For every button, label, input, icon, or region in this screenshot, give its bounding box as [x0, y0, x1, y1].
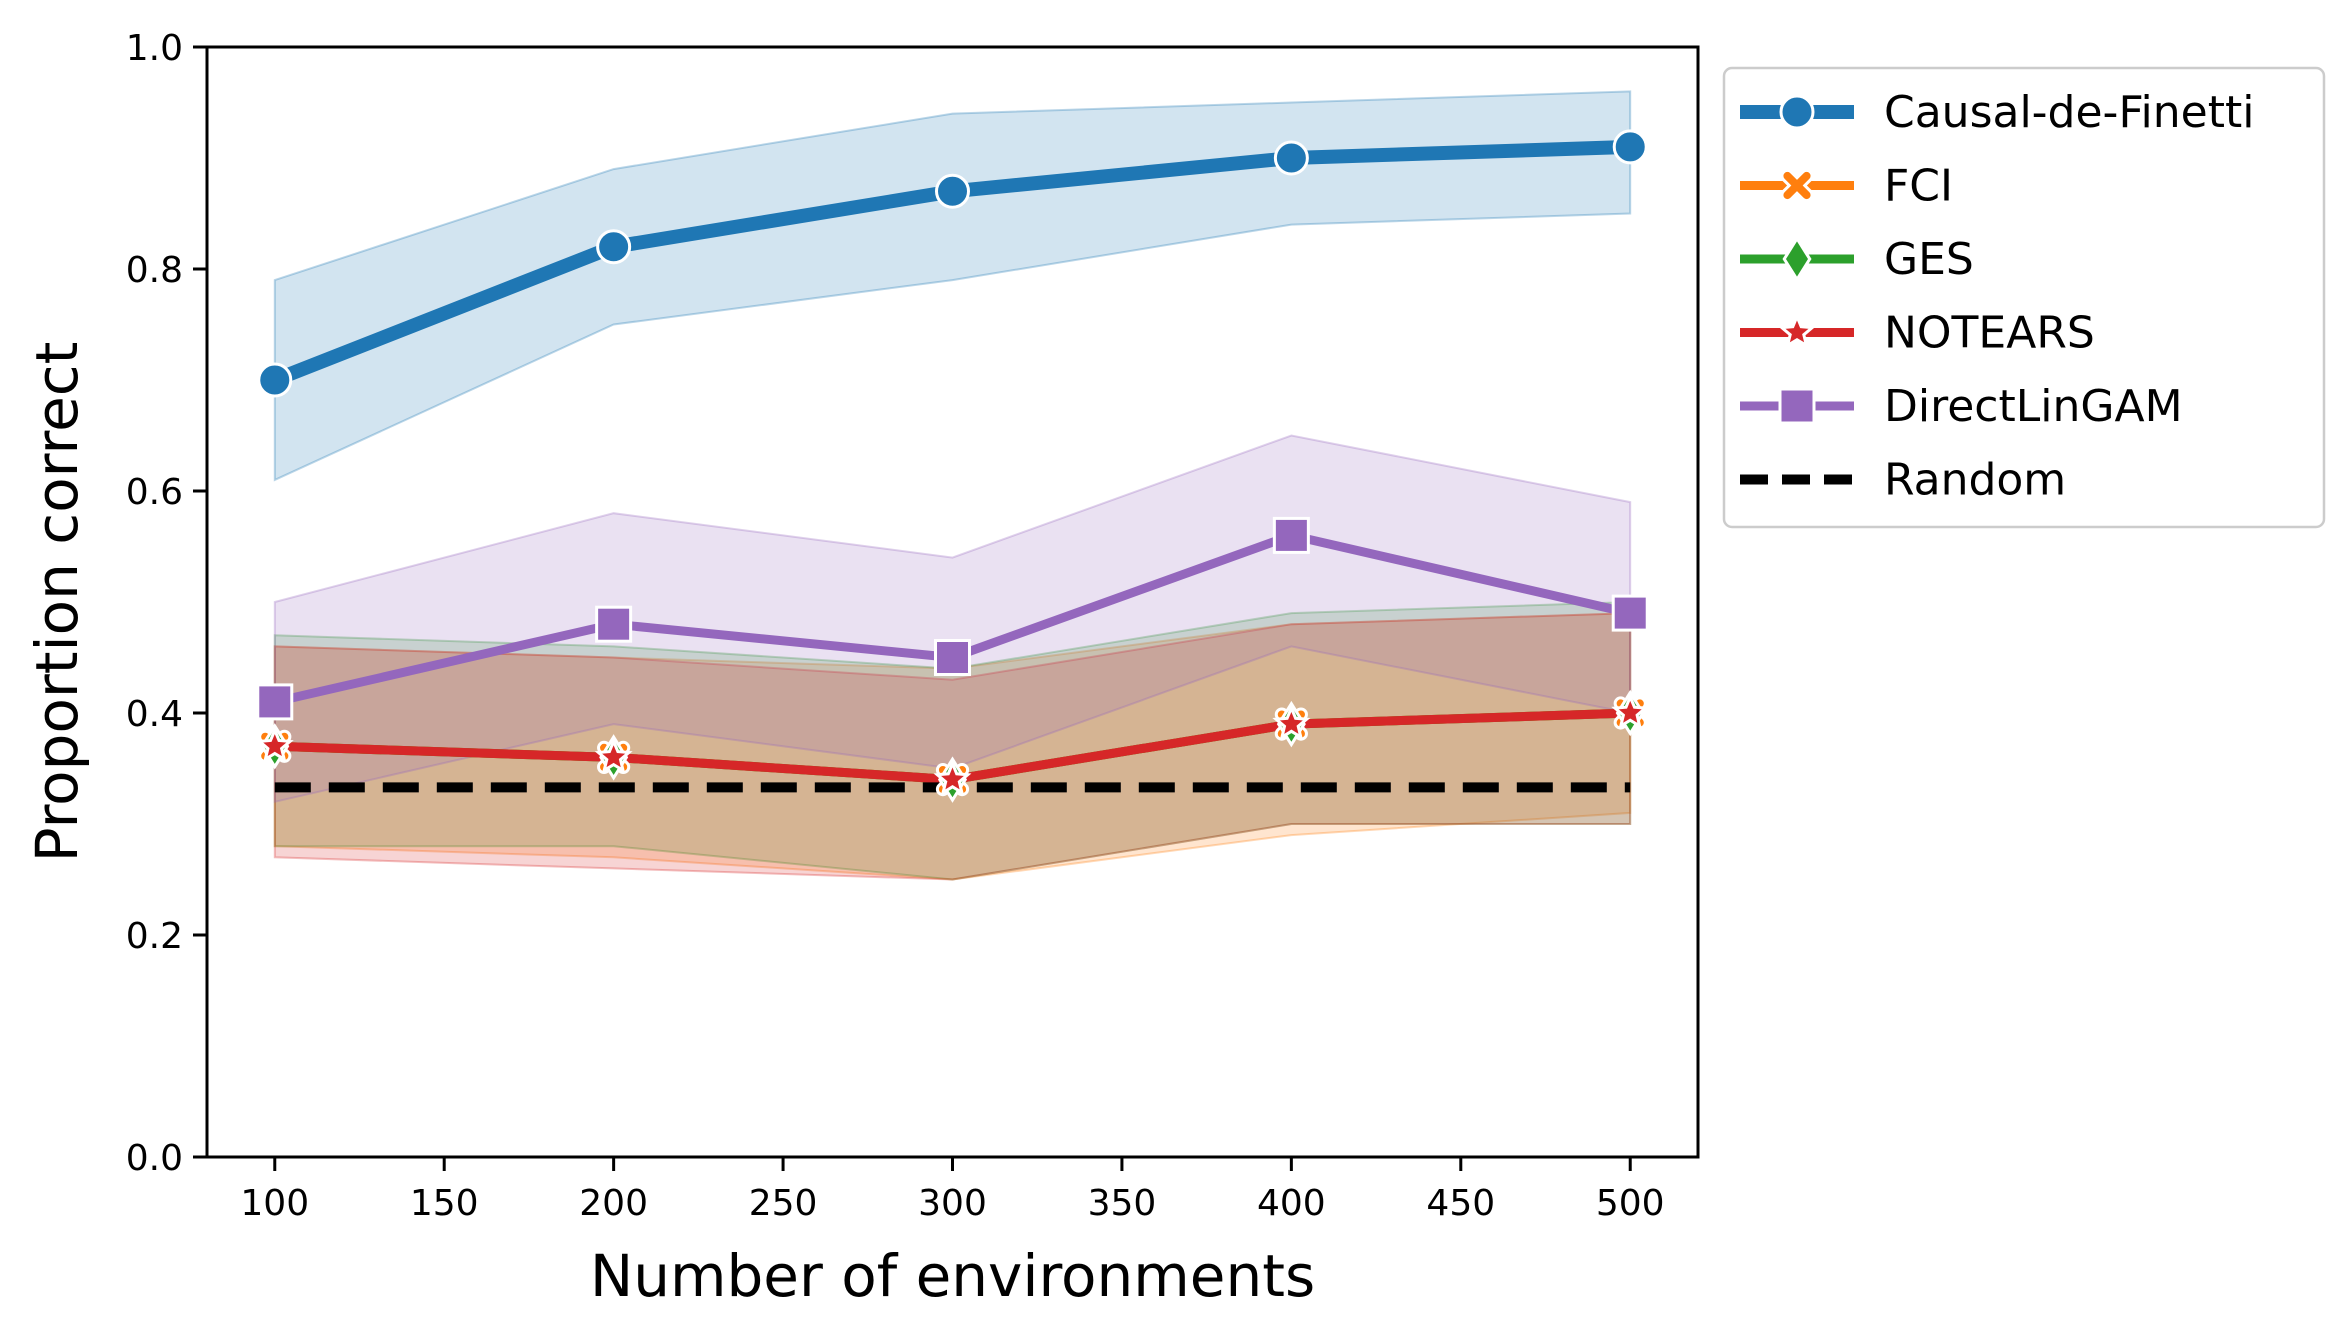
data-point-causal-de-finetti — [935, 173, 970, 209]
x-tick-label: 200 — [579, 1183, 648, 1224]
confidence-bands — [273, 90, 1632, 881]
data-point-directlingam — [1611, 594, 1649, 632]
data-point-notears — [1272, 704, 1311, 741]
legend-label-notears: NOTEARS — [1884, 308, 2095, 359]
legend-box — [1722, 66, 2326, 529]
data-point-directlingam — [256, 683, 294, 721]
legend-item-random: Random — [1740, 455, 2066, 506]
x-tick-label: 500 — [1596, 1183, 1665, 1224]
data-point-causal-de-finetti — [1273, 140, 1309, 176]
x-tick-label: 450 — [1426, 1183, 1495, 1224]
legend-item-directlingam: DirectLinGAM — [1740, 381, 2183, 432]
data-point-notears — [933, 759, 972, 796]
data-point-notears — [255, 726, 294, 763]
legend-label-ges: GES — [1884, 234, 1974, 285]
legend-label-causal-de-finetti: Causal-de-Finetti — [1884, 87, 2254, 138]
x-axis-label: Number of environments — [590, 1242, 1315, 1310]
legend-item-ges: GES — [1740, 234, 1974, 285]
data-point-notears — [594, 737, 633, 774]
legend-label-directlingam: DirectLinGAM — [1884, 381, 2183, 432]
series-markers — [255, 129, 1650, 803]
y-tick-label: 0.6 — [126, 472, 183, 513]
data-point-directlingam — [934, 639, 971, 676]
legend-marker-notears — [1778, 312, 1816, 349]
y-axis-label: Proportion correct — [23, 342, 91, 863]
legend-marker-ges — [1782, 235, 1812, 283]
x-tick-label: 100 — [240, 1183, 309, 1224]
legend-marker-causal-de-finetti — [1779, 94, 1815, 130]
y-tick-label: 1.0 — [126, 28, 183, 69]
y-tick-label: 0.4 — [126, 694, 183, 735]
ci-band-ges — [273, 600, 1632, 881]
ci-band-causal-de-finetti — [273, 90, 1632, 482]
legend-marker-fci — [1780, 168, 1814, 203]
legend-item-fci: FCI — [1740, 161, 1953, 212]
marker-x-stroke — [1783, 171, 1811, 200]
data-point-notears — [1611, 693, 1650, 730]
x-tick-label: 300 — [918, 1183, 987, 1224]
data-point-directlingam — [595, 605, 633, 643]
ci-band-notears — [273, 612, 1632, 881]
data-point-directlingam — [1272, 516, 1310, 554]
y-tick-label: 0.2 — [126, 916, 183, 957]
ci-band-fci — [273, 612, 1632, 881]
x-tick-label: 250 — [749, 1183, 818, 1224]
legend-item-causal-de-finetti: Causal-de-Finetti — [1740, 87, 2254, 138]
axes: 100 150 200 250 300 350 400 450 500 0.0 0.2 0.4 0.6 0… — [126, 28, 1700, 1224]
legend-label-fci: FCI — [1884, 161, 1953, 212]
data-point-causal-de-finetti — [257, 362, 293, 398]
data-point-causal-de-finetti — [596, 229, 632, 265]
x-tick-label: 400 — [1257, 1183, 1326, 1224]
legend-label-random: Random — [1884, 455, 2066, 506]
x-tick-label: 350 — [1088, 1183, 1157, 1224]
legend-marker-directlingam — [1778, 387, 1816, 425]
x-tick-label: 150 — [410, 1183, 479, 1224]
legend: Causal-de-Finetti FCI GES NOTEARS DirectLinG… — [1722, 66, 2326, 529]
legend-item-notears: NOTEARS — [1740, 308, 2095, 359]
data-point-causal-de-finetti — [1612, 129, 1648, 165]
y-tick-label: 0.0 — [126, 1138, 183, 1179]
y-tick-label: 0.8 — [126, 250, 183, 291]
